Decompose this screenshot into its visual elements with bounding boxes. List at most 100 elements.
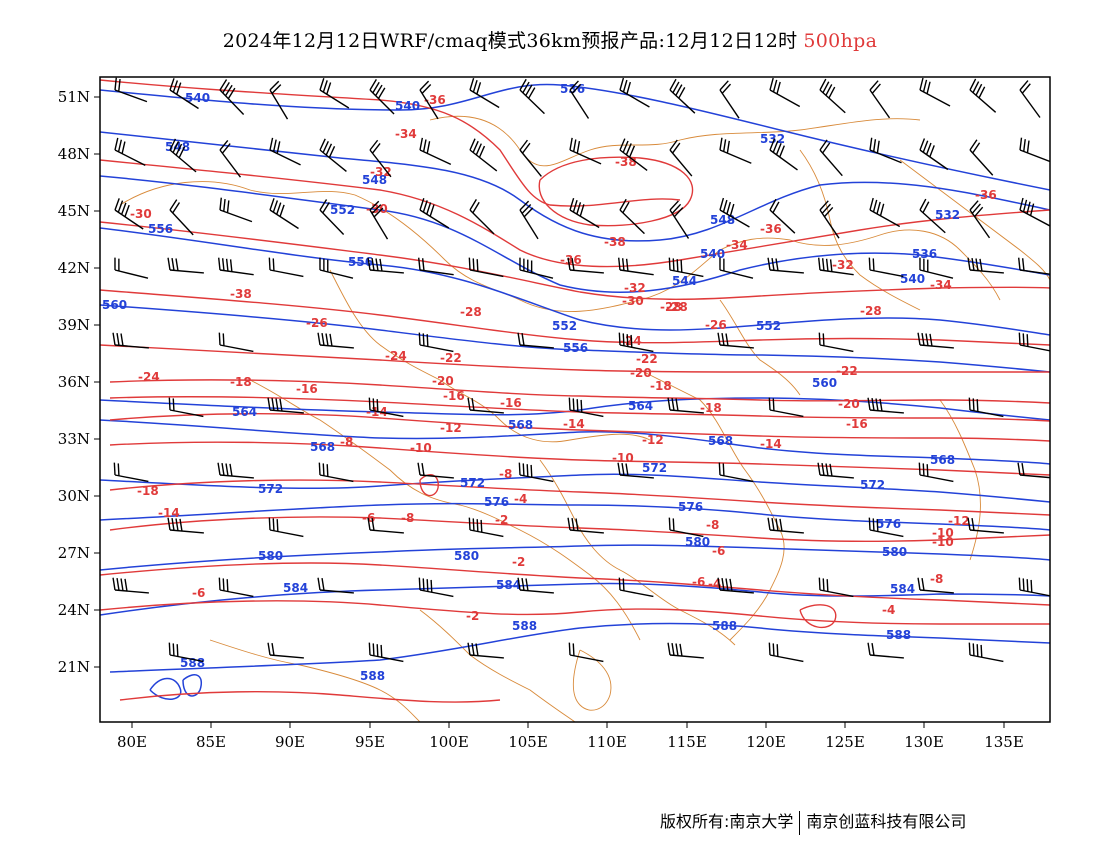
- temperature-label: -4: [882, 603, 895, 617]
- wind-barb: [367, 517, 404, 534]
- lon-tick-label: 115E: [667, 733, 707, 751]
- height-label: 580: [882, 545, 907, 559]
- lat-tick-label: 21N: [58, 658, 90, 676]
- height-label: 540: [700, 247, 725, 261]
- temperature-label: -10: [932, 526, 954, 540]
- wind-barb: [867, 397, 904, 414]
- wind-barb: [1019, 137, 1050, 163]
- wind-barb: [169, 138, 197, 173]
- wind-barbs: [112, 77, 1050, 663]
- temperature-label: -22: [440, 351, 462, 365]
- temperature-contours: [100, 79, 1050, 703]
- temperature-label: -2: [495, 513, 508, 527]
- wind-barb: [868, 257, 904, 278]
- temperature-label: -22: [836, 364, 858, 378]
- height-label: 580: [454, 549, 479, 563]
- temperature-label: -30: [130, 207, 152, 221]
- wind-barb: [569, 197, 600, 229]
- wind-barb: [717, 332, 754, 349]
- wind-barb: [468, 257, 504, 278]
- wind-barb: [517, 332, 554, 349]
- wind-barb: [518, 462, 554, 483]
- temperature-label: -2: [512, 555, 525, 569]
- height-label: 572: [642, 461, 667, 475]
- wind-barb: [469, 77, 500, 109]
- wind-barb: [769, 138, 798, 171]
- temperature-label: -14: [158, 506, 180, 520]
- lon-tick-label: 130E: [904, 733, 944, 751]
- wind-barb: [969, 78, 997, 113]
- wind-barb: [768, 397, 804, 418]
- temperature-label: -18: [650, 379, 672, 393]
- temperature-label: -6: [192, 586, 205, 600]
- wind-barb: [569, 80, 590, 119]
- height-label: 532: [760, 132, 785, 146]
- temperature-label: -26: [306, 316, 328, 330]
- copyright-owner: 版权所有:南京大学: [660, 812, 794, 831]
- height-label: 556: [148, 222, 173, 236]
- height-label: 588: [712, 619, 737, 633]
- temperature-label: -16: [443, 389, 465, 403]
- wind-barb: [919, 138, 949, 171]
- lon-tick-label: 110E: [587, 733, 627, 751]
- height-label: 588: [886, 628, 911, 642]
- wind-barb: [217, 462, 254, 479]
- wind-barb: [169, 199, 194, 236]
- height-label: 536: [912, 247, 937, 261]
- temperature-label: -28: [666, 300, 688, 314]
- wind-barb: [719, 137, 752, 164]
- wind-barb: [719, 197, 750, 228]
- height-label: 568: [708, 434, 733, 448]
- height-label: 564: [232, 405, 257, 419]
- wind-barb: [418, 577, 454, 598]
- wind-barb: [818, 332, 854, 353]
- temperature-label: -6: [692, 575, 705, 589]
- copyright-footer: 版权所有:南京大学 南京创蓝科技有限公司: [660, 808, 966, 835]
- map-frame: [99, 76, 1051, 723]
- temperature-label: -8: [499, 467, 512, 481]
- height-label: 540: [900, 272, 925, 286]
- height-label: 548: [362, 173, 387, 187]
- temperature-label: -4: [514, 492, 527, 506]
- wind-barb: [519, 78, 545, 115]
- height-label: 540: [395, 99, 420, 113]
- temperature-label: -32: [624, 281, 646, 295]
- wind-barb: [168, 642, 204, 663]
- lat-tick-label: 42N: [58, 259, 90, 277]
- height-label: 532: [935, 208, 960, 222]
- temperature-label: -20: [838, 397, 860, 411]
- temperature-label: -36: [975, 188, 997, 202]
- wind-barb: [967, 257, 1004, 274]
- wind-barb: [919, 257, 954, 279]
- wind-barb: [218, 257, 254, 276]
- wind-barb: [619, 77, 650, 108]
- wind-barb: [719, 257, 754, 279]
- copyright-company: 南京创蓝科技有限公司: [806, 812, 967, 831]
- wind-barb: [819, 139, 843, 177]
- wind-barb: [769, 198, 796, 234]
- wind-barb: [667, 397, 704, 414]
- lat-tick-label: 48N: [58, 145, 90, 163]
- height-label: 588: [180, 656, 205, 670]
- height-label: 584: [283, 581, 308, 595]
- lon-tick-label: 125E: [825, 733, 865, 751]
- height-contours: [100, 83, 1050, 700]
- lat-tick-label: 24N: [58, 601, 90, 619]
- wind-barb: [317, 577, 354, 594]
- wind-barb: [967, 517, 1004, 534]
- wind-barb: [317, 332, 354, 349]
- wind-barb: [567, 517, 604, 534]
- title-text: 2024年12月12日WRF/cmaq模式36km预报产品:12月12日12时: [222, 30, 798, 52]
- wind-barb: [568, 642, 604, 663]
- lon-tick-label: 120E: [746, 733, 786, 751]
- temperature-label: -8: [930, 572, 943, 586]
- temperature-label: -20: [432, 374, 454, 388]
- wind-barb: [719, 80, 740, 119]
- temperature-label: -12: [948, 514, 970, 528]
- wind-barb: [368, 397, 404, 418]
- temperature-label: -10: [410, 441, 432, 455]
- height-contour-labels: 540 536 540 548 532 548 552 556 532 536 …: [102, 82, 960, 683]
- height-label: 588: [512, 619, 537, 633]
- wind-barb: [819, 200, 840, 239]
- wind-barb: [618, 257, 654, 276]
